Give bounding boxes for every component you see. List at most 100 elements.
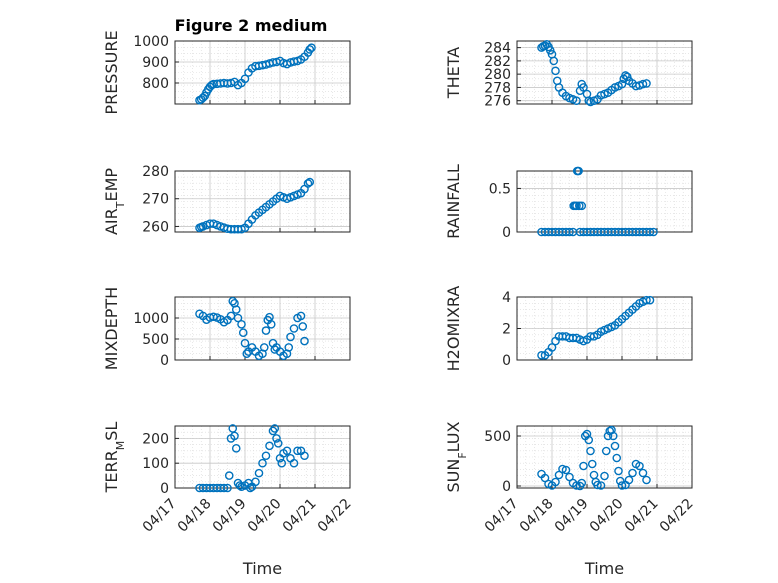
data-point <box>624 475 634 485</box>
data-point <box>235 481 245 490</box>
panel-air-temp: 260 270 280 AIRTEMP <box>102 164 351 235</box>
axes-frame <box>174 425 351 489</box>
x-tick-label: 04/20 <box>245 496 285 536</box>
data-point <box>272 434 281 443</box>
x-tick-label: 04/21 <box>280 496 320 536</box>
data-point <box>289 324 299 333</box>
data-point <box>545 45 555 55</box>
data-point <box>579 83 588 92</box>
x-tick-label: 04/22 <box>315 496 355 536</box>
data-point <box>608 431 618 441</box>
data-point <box>579 461 588 471</box>
data-point <box>224 471 234 480</box>
data-point <box>649 227 658 237</box>
y-tick-label: 0 <box>502 225 511 241</box>
y-tick-label: 0.5 <box>489 181 511 197</box>
data-point <box>615 476 625 486</box>
data-point <box>586 446 595 456</box>
data-point <box>645 295 655 305</box>
data-point <box>254 468 264 478</box>
axes-frame <box>174 40 351 105</box>
x-tick-label: 04/17 <box>140 496 180 536</box>
data-point <box>587 459 597 469</box>
data-point <box>273 439 283 448</box>
x-axis-label: Time <box>242 559 282 578</box>
data-point <box>307 43 316 53</box>
data-point <box>572 96 581 105</box>
axes-frame <box>174 296 351 361</box>
x-tick-label: 04/22 <box>657 496 697 536</box>
x-tick-label: 04/19 <box>552 496 592 536</box>
y-tick-label: 500 <box>142 332 169 348</box>
data-point <box>561 465 571 475</box>
data-point <box>242 349 252 359</box>
data-point <box>270 424 280 433</box>
y-tick-label: 100 <box>142 456 169 472</box>
data-point <box>610 441 620 451</box>
data-point <box>296 311 306 321</box>
data-point <box>223 483 232 493</box>
y-tick-label: 280 <box>142 164 169 180</box>
data-point <box>638 79 648 89</box>
data-point <box>240 74 250 84</box>
y-tick-label: 800 <box>142 76 169 92</box>
y-axis-label: MIXDEPTH <box>102 287 121 370</box>
data-point <box>219 483 229 493</box>
y-tick-label: 0 <box>502 353 511 369</box>
data-point <box>638 468 648 478</box>
data-point <box>584 435 594 445</box>
axes-frame <box>516 296 693 361</box>
x-tick-label: 04/18 <box>175 496 215 536</box>
data-point <box>293 446 302 456</box>
y-tick-label: 260 <box>142 219 169 235</box>
data-point <box>596 481 606 490</box>
data-point <box>289 458 299 468</box>
data-point <box>600 471 609 481</box>
data-point <box>558 464 567 474</box>
data-point <box>628 468 637 478</box>
data-point <box>612 453 622 463</box>
data-point <box>577 478 587 488</box>
data-point <box>551 66 560 76</box>
data-point <box>230 431 239 441</box>
figure-title: Figure 2 medium <box>175 16 328 35</box>
data-point <box>245 483 255 493</box>
y-axis-label: PRESSURE <box>102 30 121 114</box>
data-point <box>298 322 308 331</box>
y-tick-label: 284 <box>484 41 511 57</box>
x-tick-label: 04/17 <box>482 496 522 536</box>
data-point <box>601 446 611 456</box>
data-point <box>284 343 294 352</box>
data-point <box>645 227 655 237</box>
data-point <box>575 201 584 211</box>
data-point <box>537 350 546 360</box>
y-tick-label: 0 <box>160 481 169 497</box>
axes-frame <box>516 425 693 489</box>
data-point <box>642 475 651 485</box>
data-point <box>305 45 315 54</box>
data-point <box>240 338 250 348</box>
y-tick-label: 270 <box>142 192 169 208</box>
y-axis-label: AIRTEMP <box>102 168 127 235</box>
y-axis-label: TERRMSL <box>102 422 127 494</box>
data-point <box>300 451 309 461</box>
panel-h2omixra: 0 2 4 H2OMIXRA <box>444 286 693 371</box>
data-point <box>549 56 559 66</box>
data-point <box>303 179 313 188</box>
data-point <box>251 477 260 487</box>
panel-mixdepth: 0 500 1000 MIXDEPTH <box>102 287 351 370</box>
data-point <box>551 477 560 487</box>
data-point <box>261 326 271 335</box>
y-tick-label: 2 <box>502 322 511 338</box>
data-point <box>642 79 651 88</box>
data-point <box>286 332 295 342</box>
data-point <box>582 429 592 439</box>
x-tick-label: 04/19 <box>210 496 250 536</box>
data-point <box>577 201 587 211</box>
data-point <box>258 458 267 468</box>
data-point <box>305 177 315 187</box>
data-point <box>622 72 632 82</box>
